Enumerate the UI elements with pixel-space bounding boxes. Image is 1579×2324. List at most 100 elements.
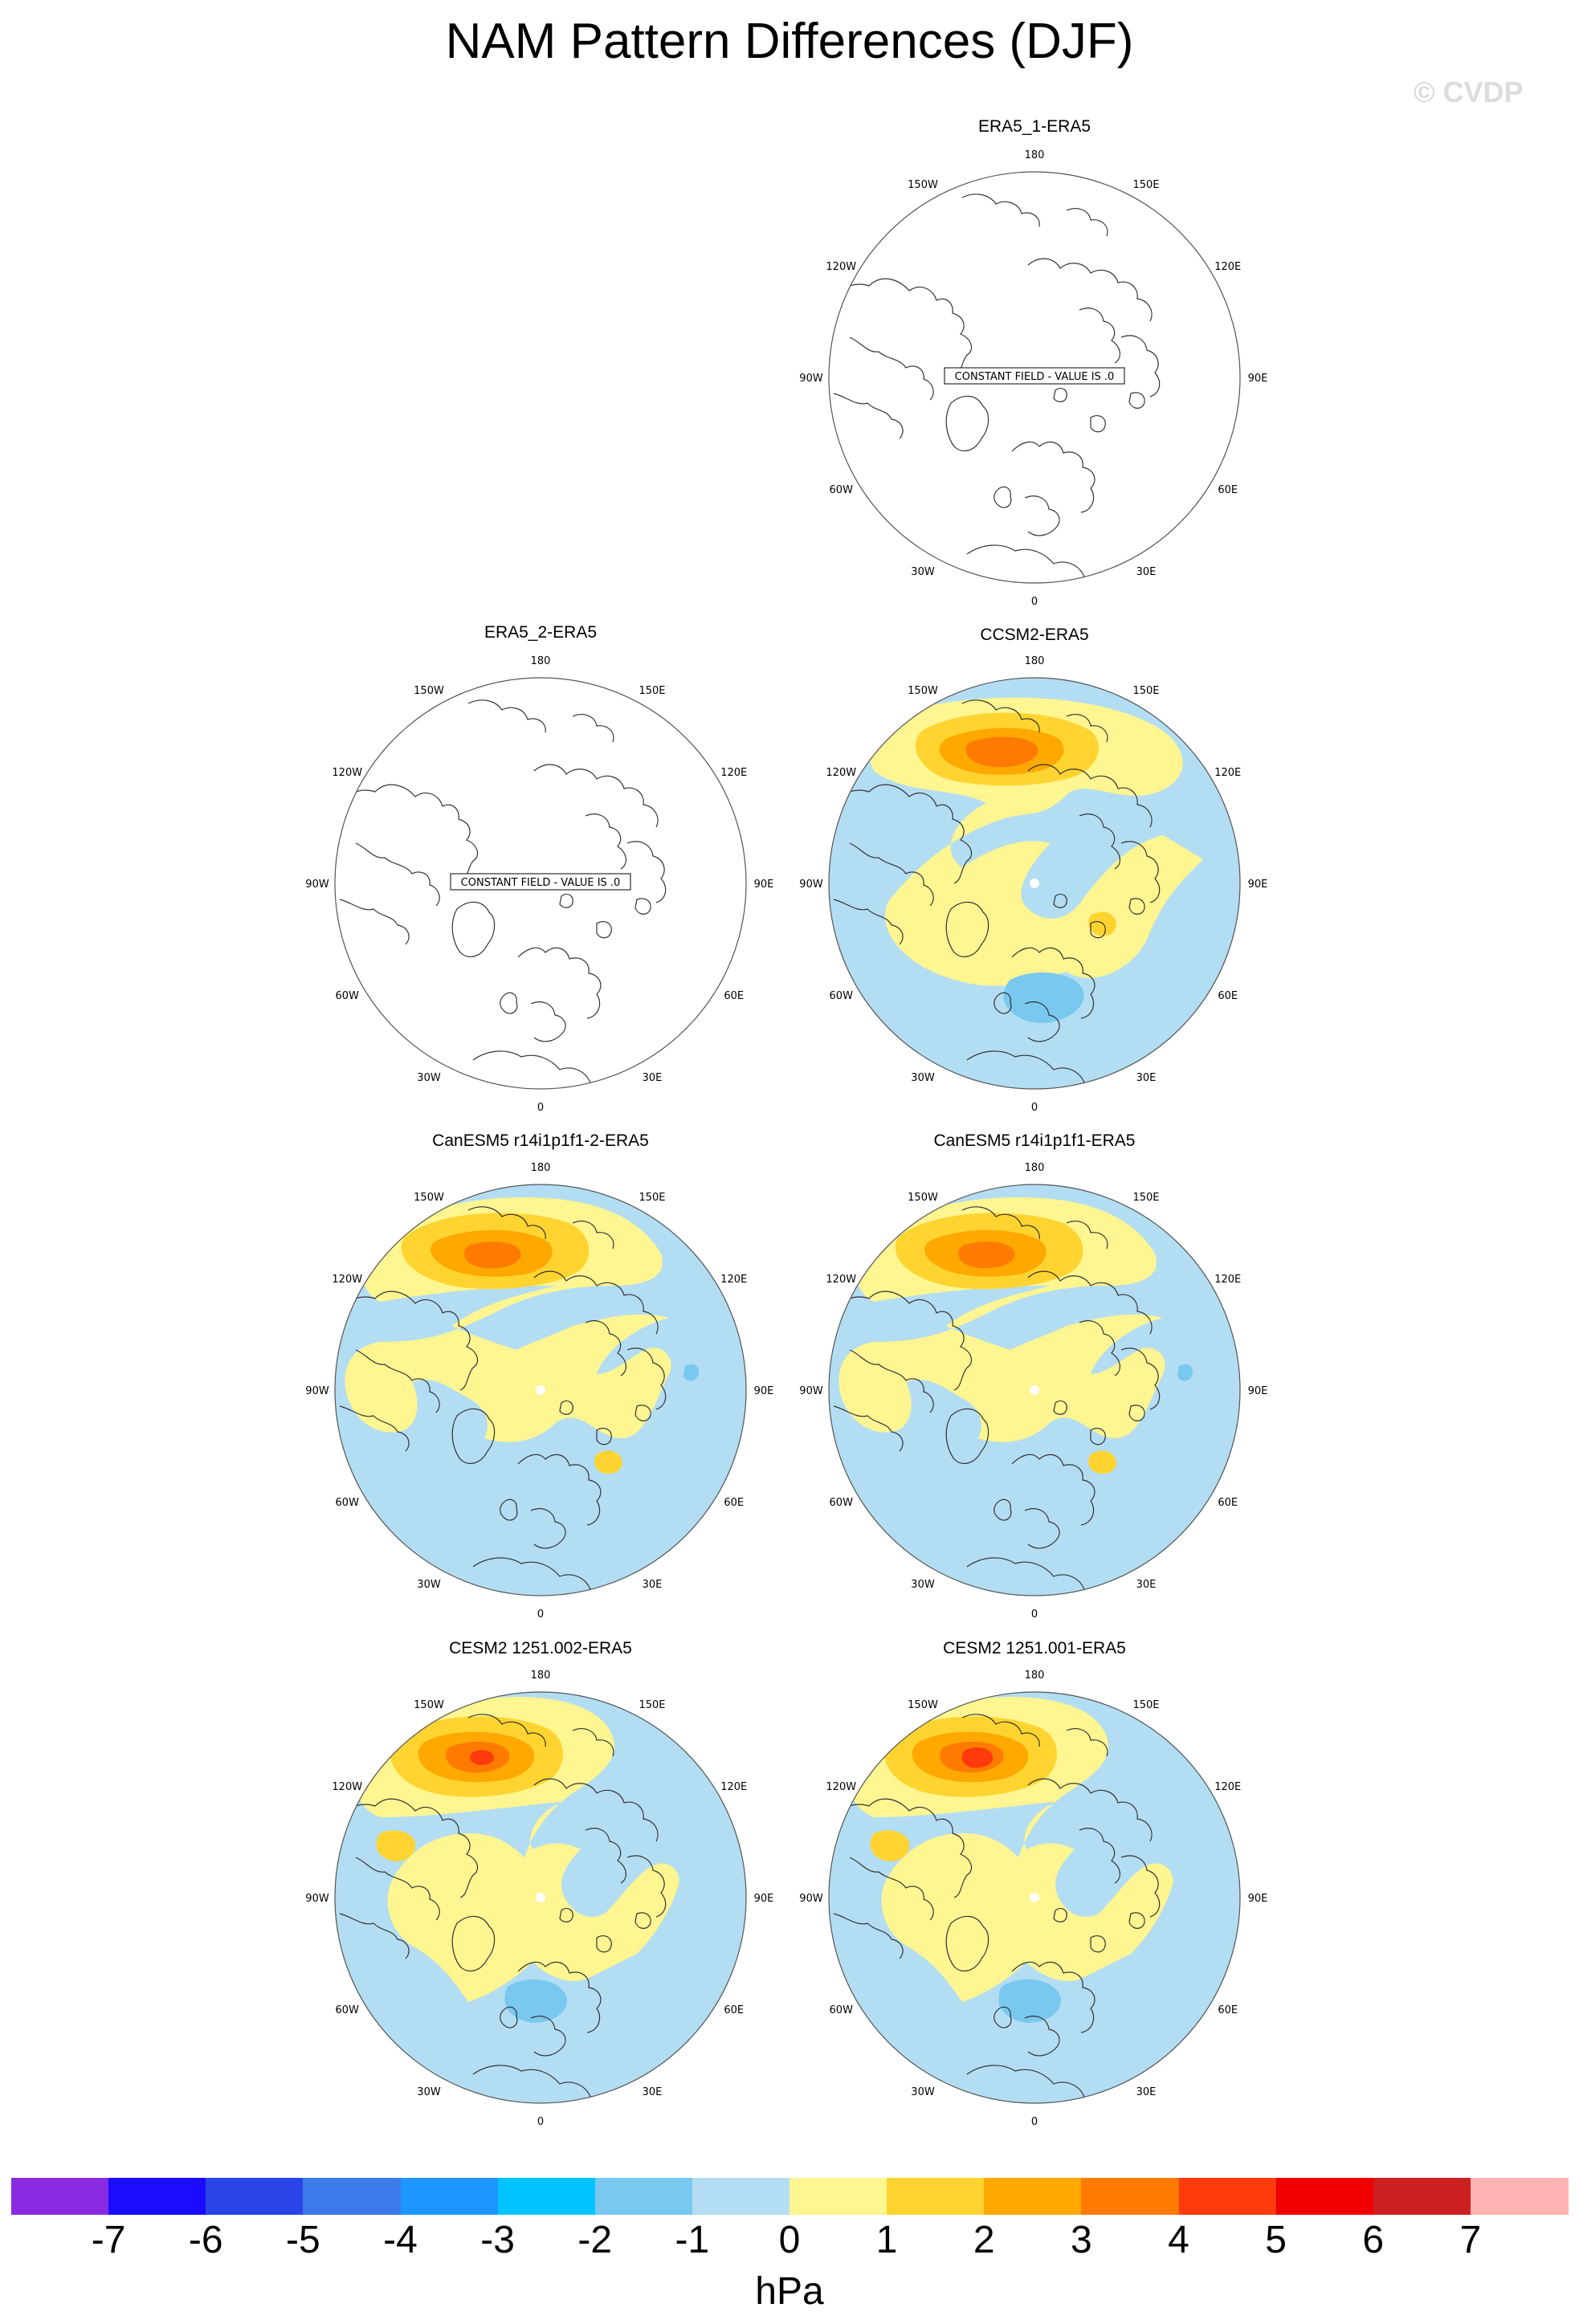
longitude-label: 60W — [336, 2004, 360, 2016]
colorbar-swatch — [1373, 2178, 1471, 2215]
colorbar-swatch — [400, 2178, 499, 2215]
contour-region-5 — [504, 1979, 568, 2023]
panel-title-era5-1: ERA5_1-ERA5 — [977, 117, 1091, 136]
coastline-11 — [1120, 841, 1161, 903]
coastline-5 — [1024, 495, 1060, 536]
longitude-label: 120W — [332, 1781, 362, 1793]
colorbar-tick-label: 0 — [778, 2219, 801, 2261]
longitude-label: 120E — [1214, 1274, 1241, 1286]
map-panel-ccsm2: 180 0 90W 90E 150W 150E 120W 120E 60W 60E 30W 30E — [799, 655, 1267, 1114]
longitude-label: 90E — [1248, 373, 1268, 385]
coastline-2 — [833, 899, 904, 945]
coastline-6 — [500, 2006, 518, 2028]
coastline-6 — [994, 992, 1012, 1014]
longitude-label: 60W — [830, 484, 854, 496]
coastline-2 — [339, 899, 410, 945]
coastline-13 — [572, 714, 614, 743]
longitude-label: 150W — [414, 1699, 444, 1711]
coastline-4 — [517, 1961, 602, 2033]
panel-title-cesm2-002: CESM2 1251.002-ERA5 — [449, 1639, 632, 1657]
colorbar-tick-label: 3 — [1071, 2219, 1092, 2261]
coastline-5 — [1024, 1508, 1060, 1549]
contour-region-4 — [1088, 911, 1116, 936]
coastline-10 — [585, 1320, 626, 1376]
coastline-1 — [849, 1349, 934, 1413]
colorbar-tick-label: 1 — [875, 2219, 898, 2261]
contour-region-6 — [961, 1747, 994, 1768]
coastline-9 — [1027, 764, 1153, 828]
longitude-label: 90W — [799, 1385, 823, 1397]
colorbar-swatch — [594, 2178, 693, 2215]
coastline-0 — [336, 784, 479, 884]
coastline-7 — [966, 2065, 1085, 2098]
colorbar-swatch — [692, 2178, 790, 2215]
longitude-label: 120E — [720, 1781, 747, 1793]
coastline-7 — [966, 1557, 1085, 1590]
coastline-16 — [634, 898, 651, 915]
panel-title-cesm2-001: CESM2 1251.001-ERA5 — [943, 1639, 1126, 1657]
longitude-label: 30E — [643, 1072, 663, 1084]
longitude-label: 150W — [908, 1192, 938, 1204]
coastline-14 — [1053, 1907, 1067, 1922]
longitude-label: 150E — [639, 1699, 665, 1711]
longitude-label: 90E — [1248, 879, 1268, 891]
coastline-13 — [1066, 208, 1108, 237]
coastline-3 — [945, 1915, 989, 1972]
coastline-16 — [1128, 1912, 1145, 1929]
coastline-0 — [830, 784, 973, 884]
longitude-label: 30E — [1136, 1072, 1157, 1084]
longitude-label: 0 — [1031, 1102, 1038, 1114]
coastline-4 — [517, 1454, 602, 1526]
longitude-label: 60W — [830, 1497, 854, 1509]
coastline-3 — [451, 1408, 496, 1465]
panel-title-ccsm2: CCSM2-ERA5 — [980, 626, 1089, 644]
colorbar-units: hPa — [755, 2270, 824, 2313]
colorbar-swatch — [11, 2178, 109, 2215]
coastline-12 — [467, 699, 546, 733]
coastline-5 — [1024, 2016, 1060, 2057]
coastline-12 — [961, 699, 1040, 733]
contour-region-5 — [998, 1979, 1062, 2023]
coastline-1 — [849, 842, 934, 907]
coastline-16 — [634, 1405, 651, 1421]
coastline-14 — [559, 893, 573, 908]
coastline-3 — [945, 1408, 989, 1465]
cvdp-watermark: © CVDP — [1414, 75, 1524, 108]
longitude-label: 150W — [908, 685, 938, 697]
longitude-label: 180 — [1025, 655, 1045, 667]
coastline-0 — [830, 1798, 973, 1898]
longitude-label: 120E — [1214, 261, 1241, 273]
longitude-label: 60W — [830, 990, 854, 1002]
coastline-5 — [530, 1001, 566, 1042]
coastline-1 — [355, 1349, 440, 1413]
longitude-label: 180 — [531, 655, 551, 667]
colorbar-tick-label: -3 — [480, 2219, 515, 2261]
coastline-11 — [626, 841, 667, 903]
map-outline — [828, 677, 1241, 1090]
map-panel-era5-1: 180 0 90W 90E 150W 150E 120W 120E 60W 60E 30W 30E CO… — [799, 149, 1267, 608]
longitude-label: 60E — [1218, 990, 1238, 1002]
coastline-2 — [339, 1913, 410, 1959]
constant-field-box — [450, 873, 631, 891]
longitude-label: 120W — [826, 767, 856, 779]
longitude-label: 120E — [720, 1274, 747, 1286]
coastline-2 — [833, 393, 904, 439]
longitude-label: 60W — [336, 990, 360, 1002]
coastline-7 — [966, 1050, 1085, 1083]
longitude-label: 150E — [1132, 1192, 1159, 1204]
coastline-10 — [1079, 1828, 1120, 1884]
longitude-label: 30W — [417, 1072, 441, 1084]
coastline-15 — [1090, 1935, 1106, 1953]
longitude-label: 60E — [724, 2004, 744, 2016]
longitude-label: 30W — [417, 2086, 441, 2098]
longitude-label: 180 — [1025, 1670, 1045, 1682]
coastline-1 — [849, 1857, 934, 1921]
coastline-16 — [1128, 898, 1145, 915]
coastline-3 — [451, 901, 496, 958]
coastline-9 — [1027, 258, 1153, 322]
longitude-label: 180 — [531, 1162, 551, 1174]
longitude-label: 30E — [1136, 1579, 1157, 1591]
longitude-label: 90W — [799, 373, 823, 385]
coastline-13 — [572, 1728, 614, 1757]
longitude-label: 60W — [830, 2004, 854, 2016]
